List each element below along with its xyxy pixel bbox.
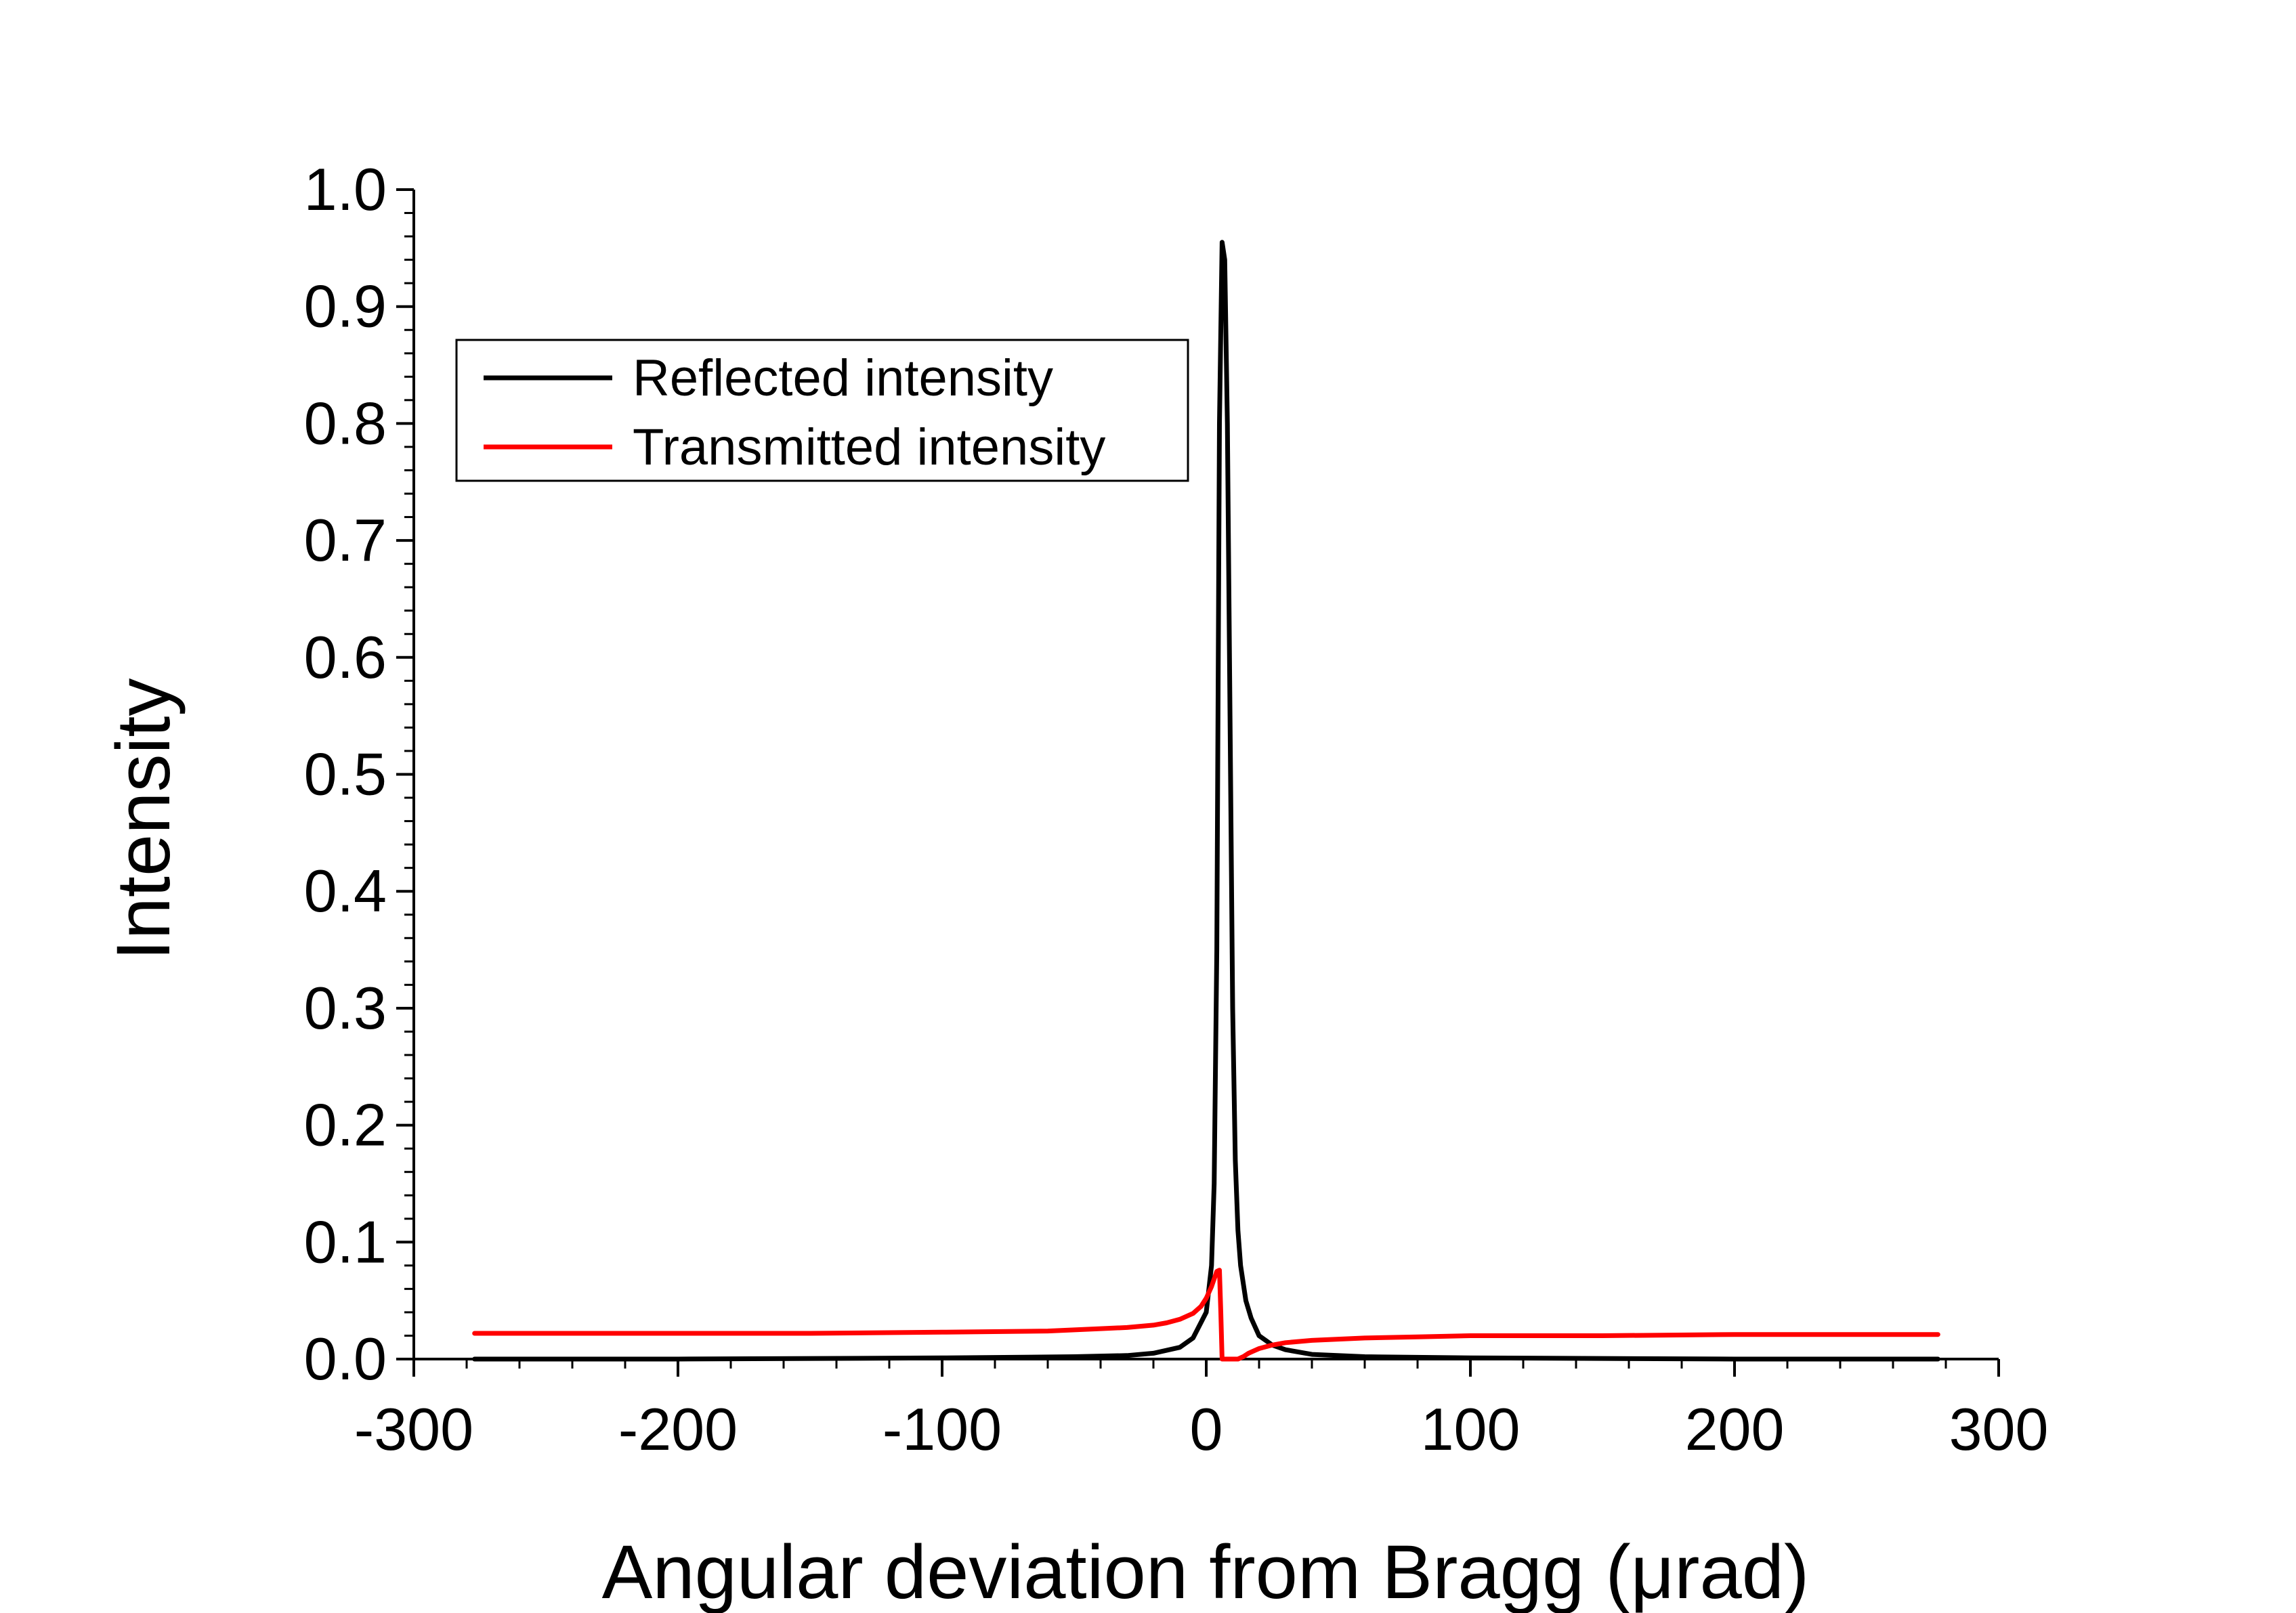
y-tick-label: 0.1 — [304, 1208, 387, 1275]
series-line-0 — [472, 240, 1940, 1362]
legend-label-reflected: Reflected intensity — [633, 349, 1053, 407]
y-tick-label: 0.7 — [304, 507, 387, 574]
x-tick-label: 200 — [1685, 1396, 1785, 1463]
x-tick-label: 300 — [1949, 1396, 2049, 1463]
y-tick-label: 0.3 — [304, 974, 387, 1041]
y-tick-label: 0.9 — [304, 273, 387, 340]
legend-box — [455, 339, 1189, 482]
x-tick-label: -200 — [618, 1396, 738, 1463]
x-axis-title: Angular deviation from Bragg (μrad) — [602, 1530, 1810, 1613]
x-tick-label: -100 — [883, 1396, 1002, 1463]
x-tick-label: 100 — [1421, 1396, 1521, 1463]
y-tick-label: 0.0 — [304, 1325, 387, 1392]
axes: 0.0 0.1 0.2 0.3 0.4 0.5 0.6 0.7 0.8 0.9 1.0 -300 -20… — [304, 156, 2049, 1463]
x-tick-label: 0 — [1190, 1396, 1223, 1463]
series-layer — [472, 240, 1940, 1362]
y-tick-label: 0.5 — [304, 741, 387, 808]
x-tick-label: -300 — [354, 1396, 473, 1463]
y-tick-label: 0.2 — [304, 1092, 387, 1159]
y-tick-label: 0.6 — [304, 624, 387, 691]
y-tick-label: 1.0 — [304, 156, 387, 223]
y-axis-title: Intensity — [101, 678, 186, 960]
series-line-1 — [472, 1268, 1940, 1362]
y-tick-label: 0.8 — [304, 389, 387, 456]
legend: Reflected intensity Transmitted intensit… — [455, 339, 1189, 482]
legend-label-transmitted: Transmitted intensity — [633, 418, 1105, 476]
y-tick-label: 0.4 — [304, 857, 387, 924]
